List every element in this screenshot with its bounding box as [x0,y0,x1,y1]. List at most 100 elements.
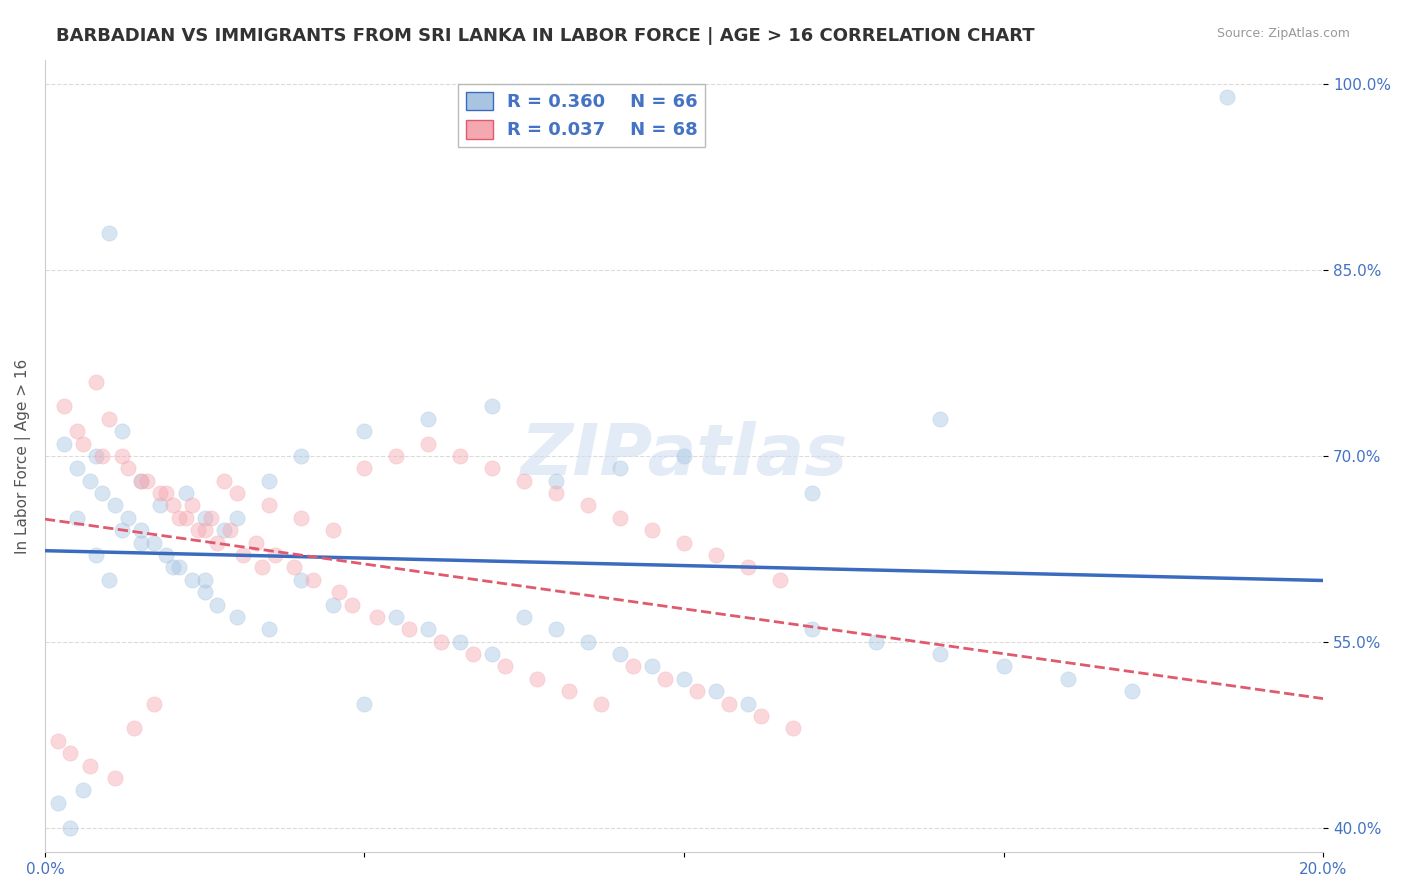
Point [385,610,408,624]
Point [129,474,152,488]
Point [418,436,440,450]
Point [686,684,709,698]
Legend: R = 0.360    N = 66, R = 0.037    N = 68: R = 0.360 N = 66, R = 0.037 N = 68 [458,85,706,146]
Point [322,523,344,537]
Point [385,449,408,463]
Point [194,585,217,599]
Point [142,697,165,711]
Point [225,511,247,525]
Point [117,461,139,475]
Point [1121,684,1143,698]
Point [97,411,120,425]
Y-axis label: In Labor Force | Age > 16: In Labor Force | Age > 16 [15,359,31,554]
Point [194,511,217,525]
Point [162,560,184,574]
Point [641,659,664,673]
Point [928,647,950,661]
Point [200,511,222,525]
Point [136,474,159,488]
Point [782,722,804,736]
Point [704,684,727,698]
Point [449,449,471,463]
Point [609,461,631,475]
Point [174,486,197,500]
Point [124,722,146,736]
Point [180,499,202,513]
Point [174,511,197,525]
Point [353,461,375,475]
Point [430,634,453,648]
Point [481,647,503,661]
Point [66,461,89,475]
Point [187,523,209,537]
Point [290,573,312,587]
Point [66,511,89,525]
Point [72,783,94,797]
Point [366,610,388,624]
Point [167,560,190,574]
Point [219,523,242,537]
Point [283,560,305,574]
Point [232,548,254,562]
Point [59,821,82,835]
Point [110,523,132,537]
Point [302,573,325,587]
Point [589,697,612,711]
Point [149,499,172,513]
Point [110,449,132,463]
Point [621,659,644,673]
Point [257,499,280,513]
Point [609,511,631,525]
Point [717,697,740,711]
Point [79,758,101,772]
Point [207,535,229,549]
Point [418,411,440,425]
Point [322,598,344,612]
Point [129,523,152,537]
Text: ZIPatlas: ZIPatlas [520,421,848,491]
Point [66,424,89,438]
Point [79,474,101,488]
Point [546,474,568,488]
Point [576,634,599,648]
Point [494,659,516,673]
Point [290,511,312,525]
Point [449,634,471,648]
Point [149,486,172,500]
Point [257,474,280,488]
Point [257,623,280,637]
Point [212,474,235,488]
Point [207,598,229,612]
Point [155,548,177,562]
Point [576,499,599,513]
Point [737,560,759,574]
Point [162,499,184,513]
Point [59,746,82,760]
Text: Source: ZipAtlas.com: Source: ZipAtlas.com [1216,27,1350,40]
Point [129,474,152,488]
Point [72,436,94,450]
Point [84,375,107,389]
Point [245,535,267,549]
Point [225,486,247,500]
Point [212,523,235,537]
Point [328,585,350,599]
Point [225,610,247,624]
Point [641,523,664,537]
Point [993,659,1015,673]
Point [129,535,152,549]
Point [928,411,950,425]
Point [737,697,759,711]
Point [53,400,76,414]
Point [704,548,727,562]
Point [110,424,132,438]
Point [654,672,676,686]
Point [609,647,631,661]
Point [104,771,127,785]
Point [46,796,69,810]
Point [800,486,823,500]
Point [673,535,696,549]
Point [463,647,485,661]
Point [673,449,696,463]
Point [264,548,287,562]
